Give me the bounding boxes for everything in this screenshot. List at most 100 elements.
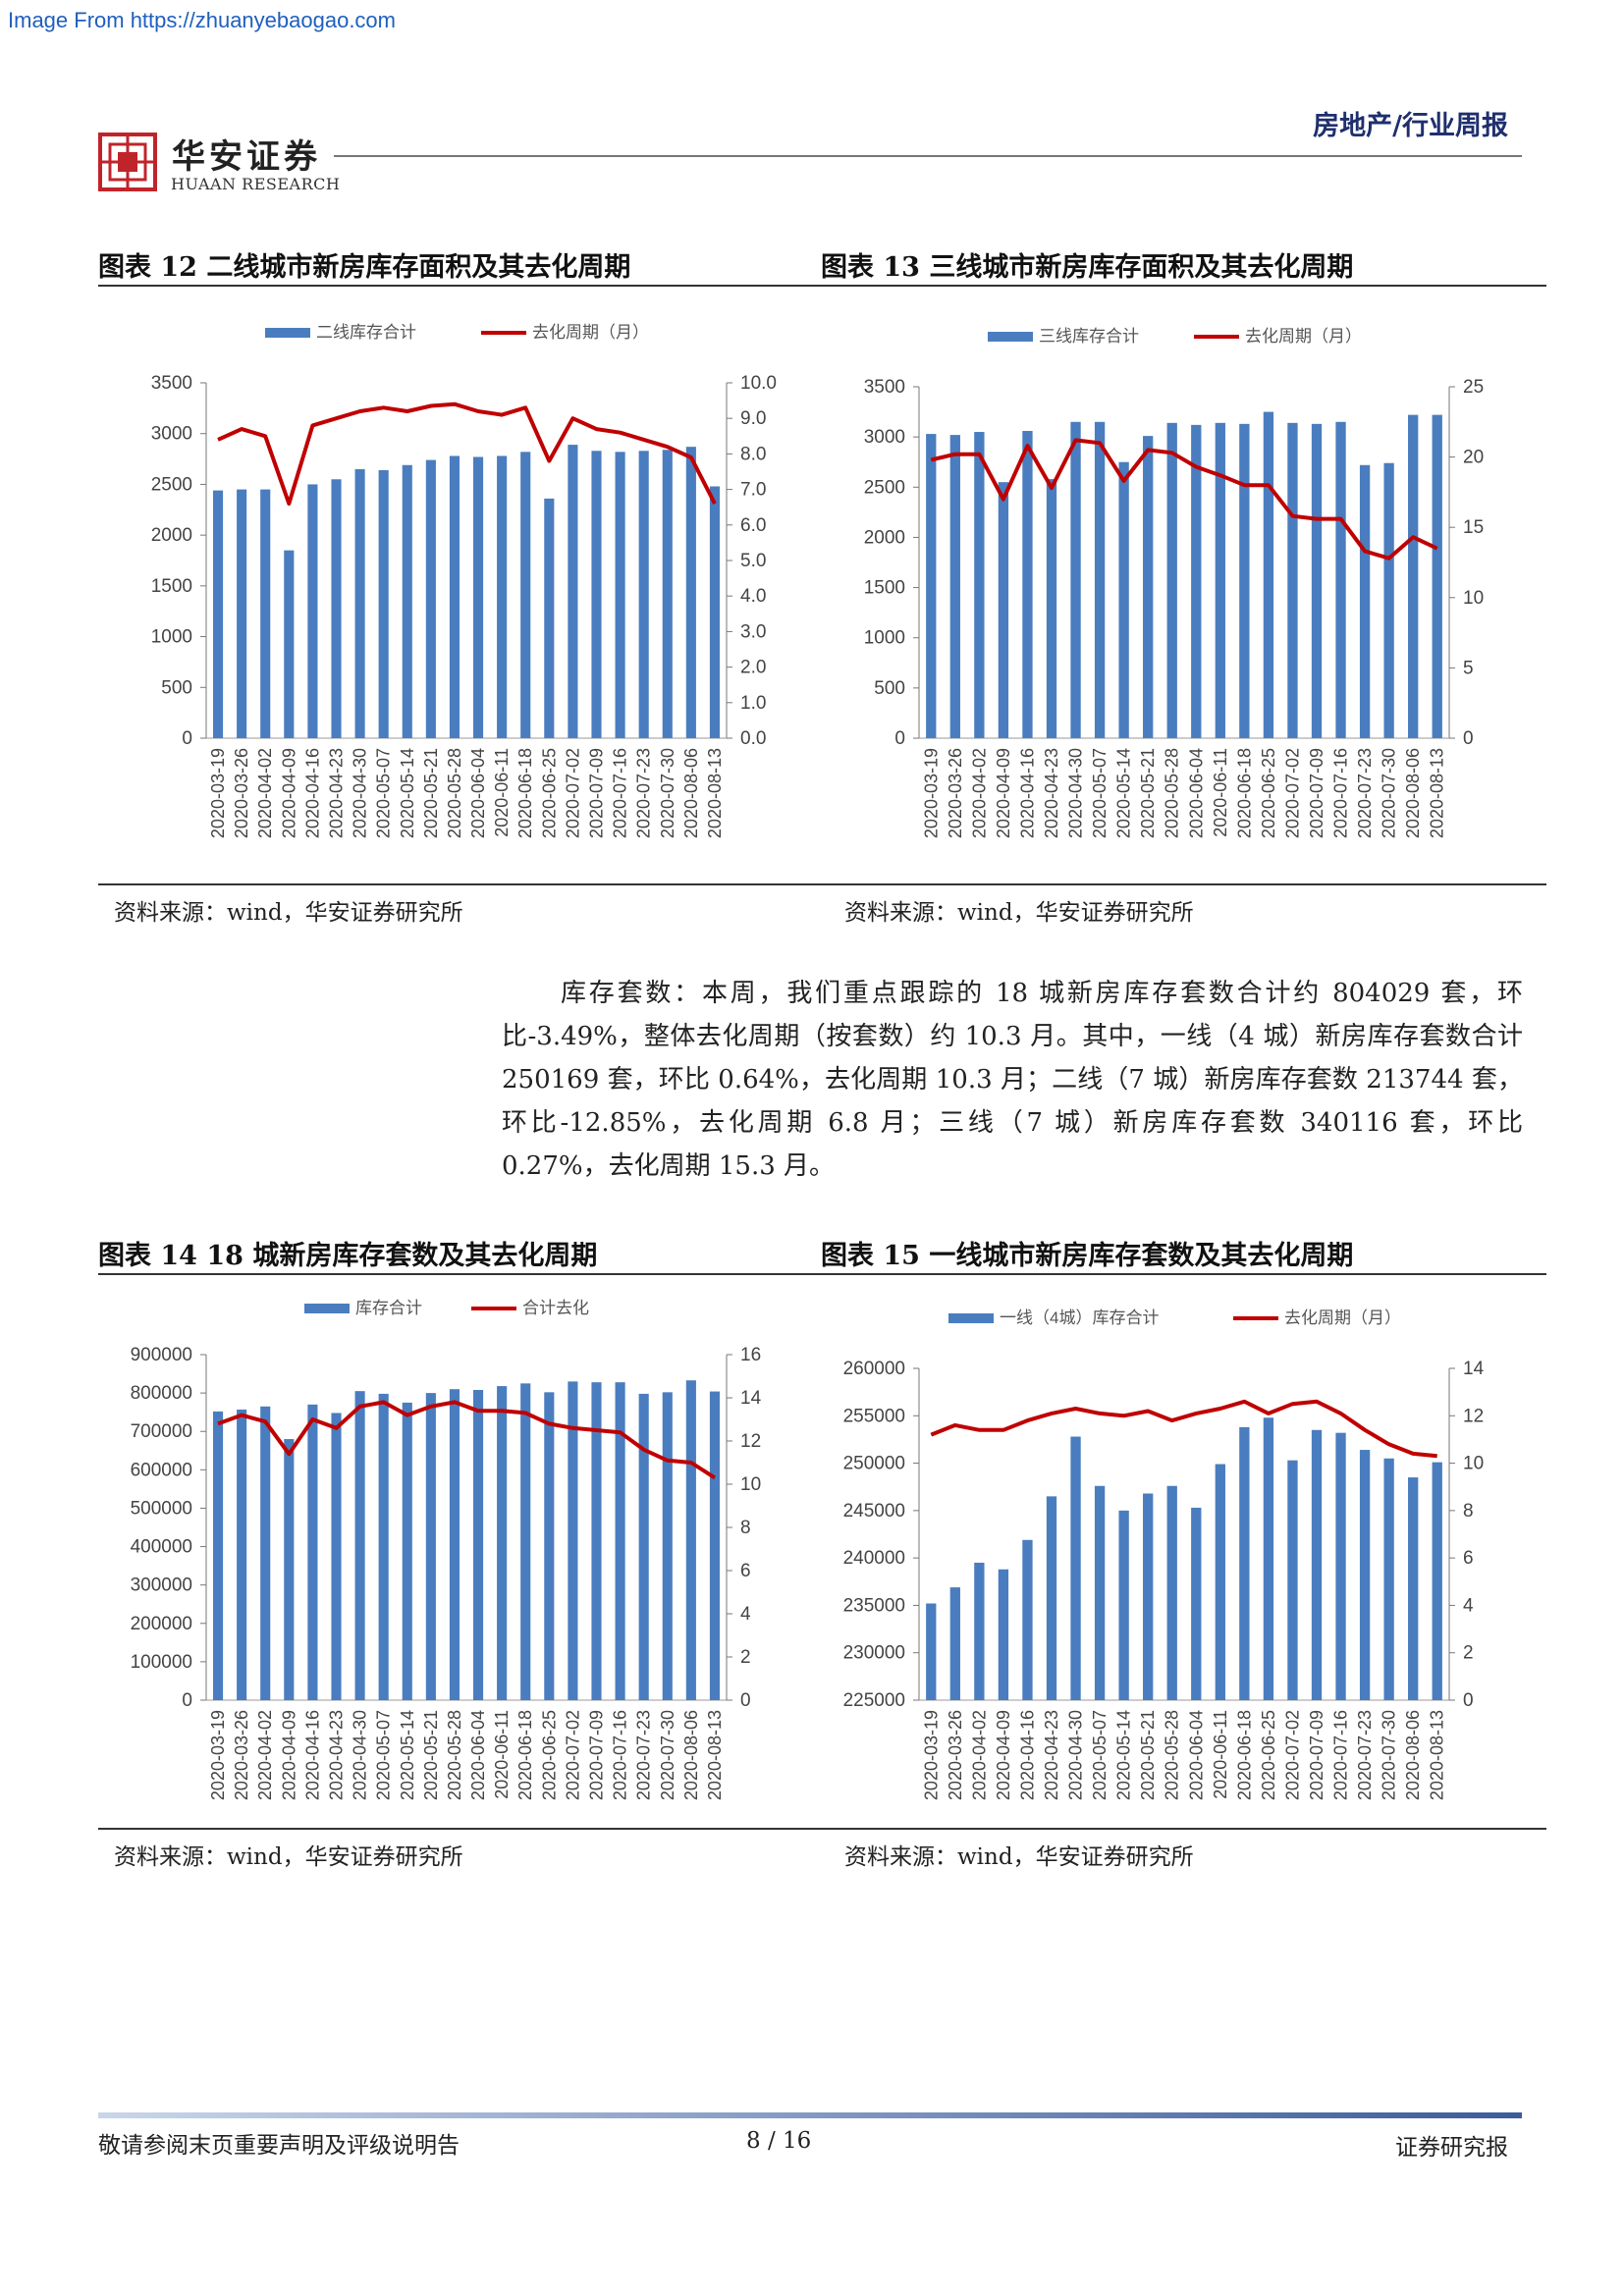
x-tick-label: 2020-04-30 [351,748,370,838]
bar [568,1381,578,1700]
bar [307,1404,318,1700]
bar [1022,431,1033,738]
x-tick-label: 2020-08-06 [1403,1710,1423,1800]
bar [378,1393,389,1700]
bar [425,459,436,738]
right-tick-label: 4 [1463,1595,1474,1616]
bar [307,484,318,738]
chart-13-title: 图表 13 三线城市新房库存面积及其去化周期 [821,252,1354,283]
right-tick-label: 2 [1463,1643,1474,1664]
legend-bar-swatch [948,1313,994,1323]
x-tick-label: 2020-04-30 [1066,1710,1086,1800]
x-tick-label: 2020-07-02 [1282,748,1302,838]
x-tick-label: 2020-04-30 [1066,748,1086,838]
bar [260,1406,271,1700]
right-tick-label: 2.0 [740,658,766,678]
x-tick-label: 2020-07-23 [1355,1710,1375,1800]
left-tick-label: 900000 [131,1345,192,1365]
x-tick-label: 2020-04-16 [1017,748,1037,838]
right-tick-label: 5.0 [740,551,766,571]
x-tick-label: 2020-04-02 [255,1710,275,1800]
right-tick-label: 8 [740,1518,751,1538]
x-tick-label: 2020-05-07 [374,748,394,838]
legend-bar-swatch [988,332,1033,342]
x-tick-label: 2020-03-26 [232,748,251,838]
left-tick-label: 3000 [151,424,192,445]
bar [1263,1417,1274,1700]
x-tick-label: 2020-03-19 [208,1710,228,1800]
left-tick-label: 240000 [843,1548,905,1569]
x-tick-label: 2020-06-04 [1186,1710,1206,1800]
bar [591,451,602,738]
left-tick-label: 0 [182,1690,192,1711]
x-tick-label: 2020-06-18 [515,748,535,838]
bar [1215,1464,1225,1700]
left-tick-label: 235000 [843,1595,905,1616]
x-tick-label: 2020-04-02 [255,748,275,838]
bar [662,450,673,738]
left-tick-label: 800000 [131,1383,192,1404]
footer-report-label: 证券研究报 [1395,2135,1508,2161]
right-tick-label: 5 [1463,658,1474,678]
right-tick-label: 3.0 [740,621,766,642]
x-tick-label: 2020-06-04 [468,748,488,838]
x-tick-label: 2020-04-09 [279,748,298,838]
right-tick-label: 12 [1463,1406,1484,1426]
x-tick-label: 2020-04-09 [994,748,1013,838]
right-tick-label: 4.0 [740,586,766,607]
bar [284,1439,295,1700]
x-tick-label: 2020-06-11 [492,748,512,837]
source-url[interactable]: Image From https://zhuanyebaogao.com [8,8,396,32]
x-tick-label: 2020-07-16 [1331,1710,1351,1800]
bar [615,452,625,738]
left-tick-label: 225000 [843,1690,905,1711]
bar [212,1411,224,1700]
x-tick-label: 2020-05-28 [445,1710,464,1800]
bar [1239,423,1250,738]
left-tick-label: 245000 [843,1501,905,1522]
bar [1287,1460,1298,1700]
bar [520,1383,531,1700]
bar [591,1382,602,1700]
bar [1359,1450,1371,1700]
bar [1094,1485,1106,1700]
bar [1432,414,1442,738]
x-tick-label: 2020-05-07 [1090,748,1110,838]
x-tick-label: 2020-07-16 [611,748,630,838]
right-tick-label: 10 [1463,588,1484,609]
bar [1166,422,1177,738]
bar [1022,1539,1033,1700]
chart-14-source: 资料来源：wind，华安证券研究所 [114,1844,463,1870]
bar [998,1569,1009,1700]
x-tick-label: 2020-08-13 [1428,748,1447,838]
bar [237,1409,247,1700]
page-number: 8 / 16 [746,2128,812,2154]
bar [1046,479,1057,738]
chart-13-source: 资料来源：wind，华安证券研究所 [844,900,1194,926]
right-tick-label: 10 [1463,1454,1484,1474]
bar [1070,1436,1081,1700]
series-line [217,401,717,507]
x-tick-label: 2020-05-28 [1163,748,1182,838]
right-tick-label: 2 [740,1647,751,1668]
right-tick-label: 10 [740,1474,761,1495]
left-tick-label: 1000 [151,627,192,648]
x-tick-label: 2020-07-02 [1282,1710,1302,1800]
x-tick-label: 2020-06-04 [1186,748,1206,838]
bar [1359,464,1371,738]
x-tick-label: 2020-07-30 [658,1710,677,1800]
bar [1311,423,1323,738]
left-tick-label: 500 [874,678,905,699]
bar [1191,424,1202,738]
bar [354,468,365,738]
right-tick-label: 6.0 [740,515,766,536]
left-tick-label: 100000 [131,1652,192,1673]
bar [284,550,295,738]
left-tick-label: 2000 [864,527,905,548]
bar [1046,1496,1057,1700]
left-tick-label: 3500 [864,377,905,398]
x-tick-label: 2020-04-30 [351,1710,370,1800]
legend-line-label: 合计去化 [522,1299,589,1317]
x-tick-label: 2020-07-16 [611,1710,630,1800]
right-tick-label: 14 [1463,1359,1485,1379]
